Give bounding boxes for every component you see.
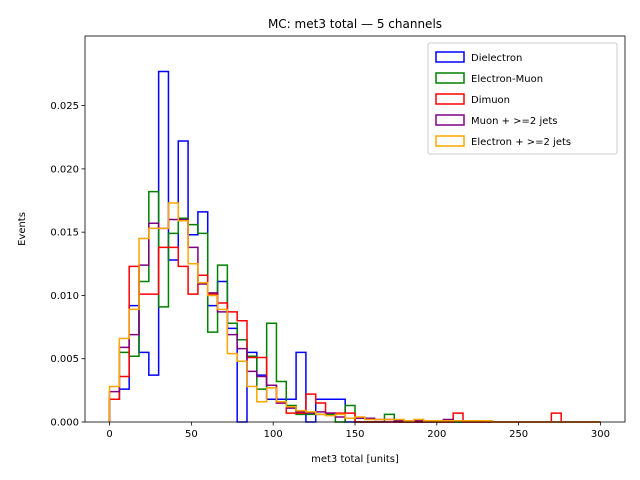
legend-swatch xyxy=(435,135,465,147)
x-tick-label: 100 xyxy=(264,429,283,440)
x-tick-label: 0 xyxy=(106,429,112,440)
y-axis-ticks: 0.000 0.005 0.010 0.015 0.020 0.025 xyxy=(50,101,85,429)
legend-box xyxy=(427,42,618,155)
legend-label: Dielectron xyxy=(471,53,522,64)
x-axis-ticks: 0 50 100 150 200 250 300 xyxy=(106,422,610,440)
legend-label: Dimuon xyxy=(471,95,510,106)
y-tick-label: 0.010 xyxy=(50,291,79,302)
y-tick-label: 0.005 xyxy=(50,354,79,365)
legend-swatch xyxy=(435,72,465,84)
y-axis-label: Events xyxy=(17,212,28,246)
x-tick-label: 250 xyxy=(509,429,528,440)
legend-swatch xyxy=(435,114,465,126)
y-tick-label: 0.000 xyxy=(50,418,79,429)
legend-swatch xyxy=(435,51,465,63)
legend-label: Muon + >=2 jets xyxy=(471,116,558,127)
x-axis-label: met3 total [units] xyxy=(311,454,399,465)
x-tick-label: 300 xyxy=(591,429,610,440)
legend: Dielectron Electron-Muon Dimuon Muon + >=2 … xyxy=(427,42,618,155)
y-tick-label: 0.020 xyxy=(50,164,79,175)
x-tick-label: 200 xyxy=(427,429,446,440)
chart-title: MC: met3 total — 5 channels xyxy=(268,17,442,31)
series-electron-2-jets xyxy=(108,202,601,423)
y-tick-label: 0.015 xyxy=(50,228,79,239)
legend-label: Electron-Muon xyxy=(471,74,543,85)
x-tick-label: 50 xyxy=(185,429,198,440)
x-tick-label: 150 xyxy=(345,429,364,440)
y-tick-label: 0.025 xyxy=(50,101,79,112)
legend-label: Electron + >=2 jets xyxy=(471,137,571,148)
legend-swatch xyxy=(435,93,465,105)
